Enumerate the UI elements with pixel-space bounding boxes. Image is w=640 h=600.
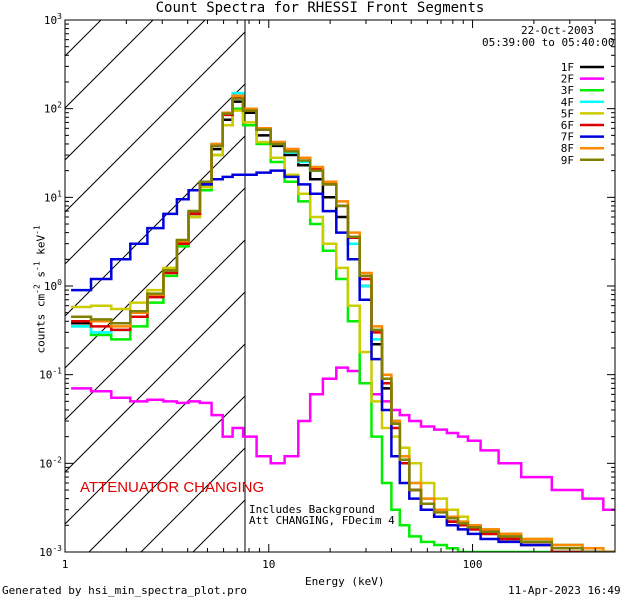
y-tick-label: 101	[44, 189, 62, 204]
date-label: 22-Oct-2003	[521, 24, 594, 37]
series-line-9F	[71, 97, 615, 552]
hatch-line	[65, 20, 154, 109]
time-range-label: 05:39:00 to 05:40:00	[482, 36, 615, 49]
hatch-line	[65, 83, 245, 265]
hatch-lines	[0, 0, 245, 552]
x-tick-label: 1	[62, 558, 69, 571]
y-tick-label: 102	[44, 101, 62, 116]
legend-label-7F: 7F	[561, 131, 574, 144]
hatch-line	[65, 135, 245, 317]
hatch-line	[65, 20, 206, 161]
chart-title: Count Spectra for RHESSI Front Segments	[155, 0, 485, 16]
y-axis-label-exp3: -1	[32, 225, 42, 235]
footer-timestamp: 11-Apr-2023 16:49	[508, 584, 621, 597]
y-axis-label-base: counts cm	[34, 293, 48, 354]
series-line-7F	[71, 169, 615, 552]
hatch-line	[88, 395, 245, 552]
y-tick-label: 10-2	[39, 455, 62, 470]
hatch-line	[65, 31, 245, 213]
legend-label-5F: 5F	[561, 107, 574, 120]
background-annotation-2: Att CHANGING, FDecim 4	[249, 514, 395, 527]
legend-label-4F: 4F	[561, 96, 574, 109]
x-axis-label: Energy (keV)	[305, 575, 385, 588]
attenuator-hatch-region	[0, 0, 245, 552]
hatch-line	[65, 343, 245, 525]
y-tick-label: 103	[44, 12, 62, 27]
y-axis-label: counts cm-2 s-1 keV-1	[33, 189, 48, 389]
y-tick-label: 100	[44, 278, 62, 293]
x-tick-label: 100	[463, 558, 483, 571]
background-annotation-1: Includes Background	[249, 503, 375, 516]
y-axis-label-mid1: s	[34, 270, 48, 285]
y-axis-label-mid2: keV	[34, 234, 48, 262]
hatch-line	[140, 447, 245, 552]
hatch-line	[0, 0, 25, 552]
legend-label-6F: 6F	[561, 119, 574, 132]
hatch-line	[65, 187, 245, 369]
x-tick-label: 10	[262, 558, 275, 571]
hatch-line	[65, 239, 245, 421]
generated-by: Generated by hsi_min_spectra_plot.pro	[2, 584, 248, 597]
y-tick-label: 10-3	[39, 544, 62, 559]
y-axis-label-exp2: -1	[32, 261, 42, 271]
legend-label-8F: 8F	[561, 142, 574, 155]
legend-label-3F: 3F	[561, 84, 574, 97]
axis-ticks: 1 10 100 10-3 10-2 10-1 100 101 102 103	[39, 12, 616, 571]
legend-label-1F: 1F	[561, 61, 574, 74]
legend-label-9F: 9F	[561, 154, 574, 167]
hatch-line	[244, 551, 245, 552]
series-layer	[71, 91, 615, 552]
attenuator-annotation: ATTENUATOR CHANGING	[80, 479, 265, 496]
hatch-line	[65, 291, 245, 473]
legend-label-2F: 2F	[561, 73, 574, 86]
y-axis-label-exp1: -2	[32, 284, 42, 294]
series-line-2F	[71, 366, 615, 511]
y-tick-label: 10-1	[39, 367, 62, 382]
